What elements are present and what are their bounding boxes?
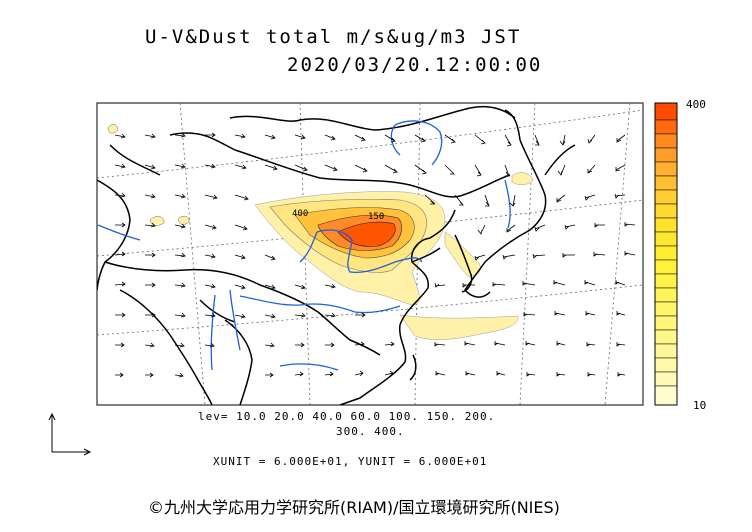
contour-label-150: 150: [368, 212, 384, 222]
title-line-2: 2020/03/20.12:00:00: [287, 54, 543, 76]
contour-label-400: 400: [292, 209, 308, 219]
vector-units: XUNIT = 6.000E+01, YUNIT = 6.000E+01: [213, 455, 488, 468]
colorbar: [654, 102, 678, 406]
title-line-1: U-V&Dust total m/s&ug/m3 JST: [145, 26, 522, 48]
wind-vectors: [114, 132, 636, 378]
copyright-credit: ©九州大学応用力学研究所(RIAM)/国立環境研究所(NIES): [148, 498, 560, 517]
coastlines-and-borders: [97, 106, 576, 405]
contour-levels-line-2: 300. 400.: [336, 425, 405, 438]
reference-vector: [48, 412, 92, 456]
colorbar-min-label: 10: [693, 399, 707, 412]
rivers: [97, 120, 511, 371]
colorbar-max-label: 400: [686, 98, 706, 111]
contour-levels-line-1: lev= 10.0 20.0 40.0 60.0 100. 150. 200.: [198, 410, 496, 423]
